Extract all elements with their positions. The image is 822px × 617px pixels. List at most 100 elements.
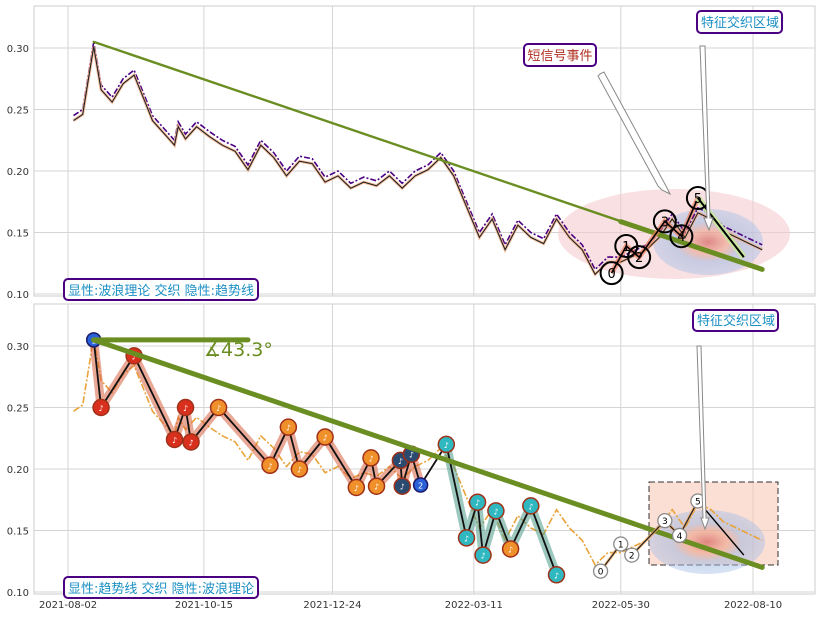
- top-zone-callout-text: 特征交织区域: [701, 15, 779, 31]
- x-tick-label: 2022-08-10: [724, 600, 782, 611]
- wave-point-label: 3: [662, 517, 668, 527]
- wave-point-label: 3: [661, 215, 669, 230]
- swing-point-marker: [547, 566, 566, 584]
- top-wave-points: 012 34 5: [599, 186, 747, 286]
- wave-point-marker: [671, 527, 688, 544]
- swing-point-marker: [209, 398, 228, 417]
- signal-callout-text: 短信号事件: [527, 49, 592, 64]
- swing-point-marker: [474, 546, 492, 564]
- x-tick-label: 2022-03-11: [445, 600, 503, 611]
- angle-label: ∡43.3°: [204, 339, 273, 361]
- bottom-left-callout: 显性:趋势线 交织 隐性:波浪理论: [63, 576, 259, 599]
- swing-point-glyph: ♪: [480, 552, 485, 561]
- swing-point-glyph: ♪: [409, 451, 414, 460]
- wave-point-marker: [592, 563, 609, 579]
- swing-point-marker: [165, 430, 184, 449]
- swing-point-marker: [457, 529, 476, 547]
- swing-point-glyph: ♪: [508, 545, 513, 554]
- top-left-callout: 显性:波浪理论 交织 隐性:趋势线: [63, 278, 259, 301]
- y-tick-label: 0.20: [7, 465, 29, 476]
- wave-point-label: 4: [677, 532, 683, 542]
- swing-point-glyph: ♪: [368, 454, 373, 463]
- swing-point-glyph: ♪: [132, 352, 137, 361]
- y-tick-label: 0.15: [7, 229, 29, 240]
- y-tick-label: 0.30: [7, 342, 29, 353]
- y-tick-label: 0.10: [7, 290, 29, 301]
- x-tick-label: 2021-08-02: [39, 600, 97, 611]
- swing-point-marker: [261, 456, 279, 475]
- swing-point-marker: [279, 418, 298, 436]
- swing-point-glyph: ♪: [554, 571, 559, 580]
- wave-point-marker: [613, 536, 629, 552]
- swing-point-glyph: ♪: [172, 436, 177, 445]
- wave-point-marker: [669, 224, 694, 249]
- y-tick-label: 0.25: [7, 404, 29, 415]
- y-tick-label: 0.25: [7, 106, 29, 117]
- bottom-zone-callout: 特征交织区域: [692, 309, 779, 531]
- wave-point-marker: [624, 547, 640, 563]
- swing-point-marker: [437, 435, 456, 454]
- trendline: [91, 337, 765, 570]
- wave-point-label: 4: [677, 230, 685, 245]
- bottom-wave-points: 0 12 34 5: [592, 493, 745, 579]
- swing-point-marker: [182, 433, 200, 451]
- top-zone-callout: 特征交织区域: [696, 10, 783, 232]
- swing-point-glyph: ♪: [493, 507, 498, 516]
- wave-point-label: 1: [618, 541, 624, 551]
- swing-point-glyph: ♪: [99, 404, 104, 413]
- top-left-callout-text: 显性:波浪理论 交织 隐性:趋势线: [68, 283, 254, 299]
- wave-point-label: 5: [695, 497, 701, 507]
- bottom-trendline: [91, 337, 765, 570]
- price-line: [73, 41, 763, 271]
- bottom-panel: 0.10 0.15 0.20 0.25 0.30 2021-08-02 2021-10-1…: [7, 303, 816, 611]
- top-panel: 0.10 0.15 0.20 0.25 0.30 012 34 5 短信号事件 特征交织区域…: [7, 5, 816, 301]
- swing-point-marker: [362, 449, 380, 467]
- swing-point-marker: [468, 493, 487, 511]
- bottom-zone-callout-text: 特征交织区域: [697, 313, 775, 329]
- x-tick-label: 2022-05-30: [592, 600, 650, 611]
- wave-point-marker: [652, 209, 677, 234]
- swing-point-glyph: ♪: [183, 404, 188, 413]
- swing-point-glyph: ♪: [444, 441, 449, 450]
- wave-point-marker: [599, 261, 624, 286]
- swing-point-glyph: ♪: [323, 434, 328, 443]
- bottom-y-axis: 0.10 0.15 0.20 0.25 0.30: [7, 342, 29, 599]
- swing-point-marker: [412, 477, 429, 493]
- swing-point-marker: [522, 497, 540, 515]
- swing-point-glyph: ♪: [267, 462, 272, 471]
- swing-point-glyph: ♪: [286, 424, 291, 433]
- y-tick-label: 0.20: [7, 167, 29, 178]
- wave-point-label: 5: [694, 192, 702, 207]
- bottom-left-callout-text: 显性:趋势线 交织 隐性:波浪理论: [68, 581, 254, 597]
- bottom-x-axis: 2021-08-02 2021-10-15 2021-12-24 2022-03-11…: [39, 600, 782, 611]
- wave-point-marker: [657, 513, 673, 529]
- trendline-bold-segment: [618, 219, 765, 272]
- swing-point-glyph: ♪: [528, 502, 533, 511]
- bottom-swing-path: 1♪♪♪♪♪♪♪♪♪♪♪♪♪♪♪♪2♪♪♪♪♪♪♪♪: [85, 332, 566, 584]
- swing-point-marker: [501, 540, 520, 558]
- swing-point-glyph: ♪: [398, 457, 403, 466]
- wave-point-label: 1: [622, 240, 630, 255]
- swing-point-glyph: ♪: [188, 438, 193, 447]
- top-signal-callout: 短信号事件: [523, 43, 672, 196]
- bottom-zone-arrow: [696, 345, 710, 531]
- swing-point-glyph: ♪: [374, 483, 379, 492]
- wave-line: [610, 197, 699, 274]
- top-y-axis: 0.10 0.15 0.20 0.25 0.30: [7, 44, 29, 301]
- wave-point-label: 0: [607, 267, 615, 282]
- swing-point-marker: [487, 502, 505, 520]
- swing-point-glyph: ♪: [400, 483, 405, 492]
- top-trendline: [92, 40, 765, 272]
- swing-point-glyph: ♪: [464, 534, 469, 543]
- wave-extension-line: [697, 197, 745, 258]
- swing-point-marker: [347, 478, 366, 497]
- x-tick-label: 2021-12-24: [303, 600, 361, 611]
- swing-point-marker: [316, 428, 334, 446]
- wave-point-label: 2: [629, 552, 635, 562]
- swing-point-marker: [176, 398, 195, 417]
- swing-point-glyph: 2: [418, 481, 423, 490]
- x-tick-label: 2021-10-15: [175, 600, 233, 611]
- signal-arrow: [597, 71, 672, 196]
- top-zone-arrow: [699, 45, 714, 232]
